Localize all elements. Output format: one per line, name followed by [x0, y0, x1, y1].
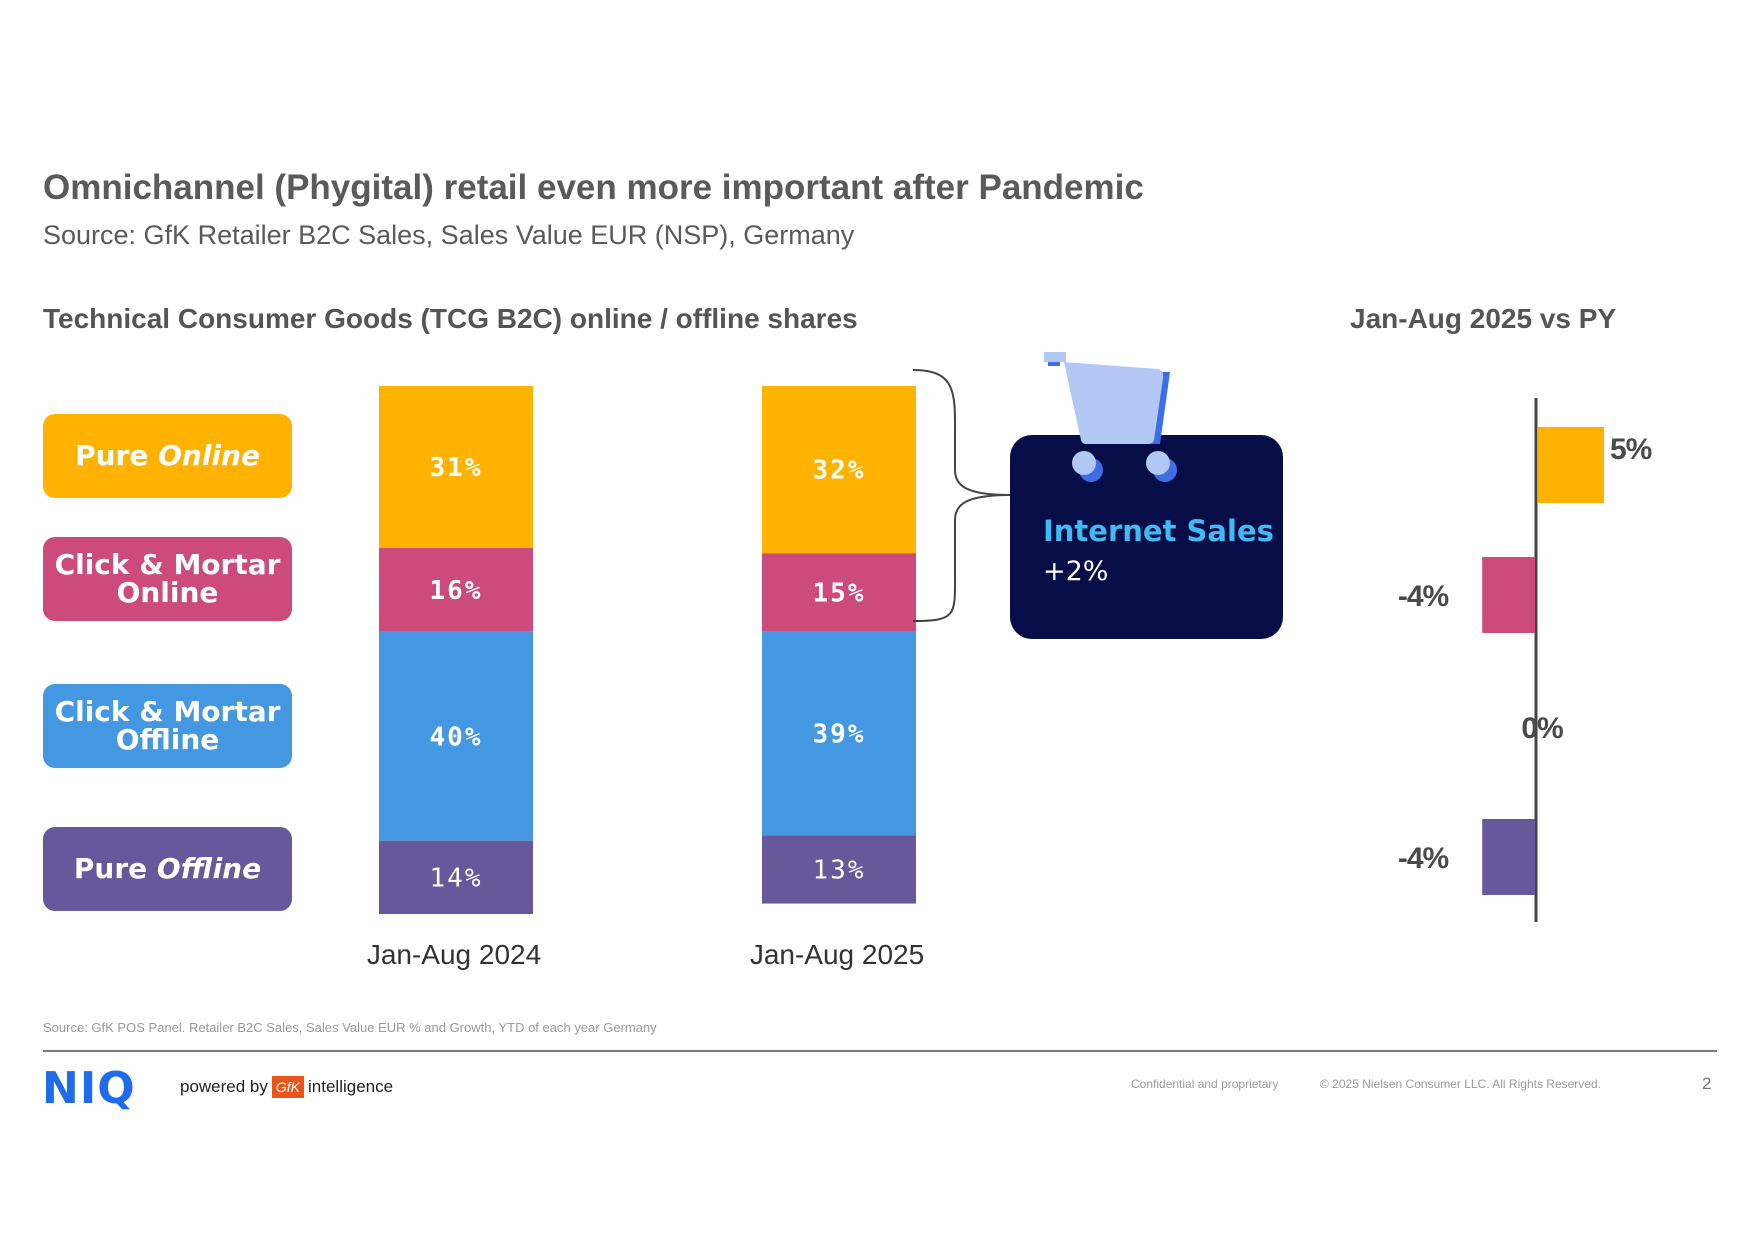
growth-chart-title: Jan-Aug 2025 vs PY: [1350, 303, 1617, 334]
bar-1-segment-4: [379, 840, 533, 914]
bar-1-label-2: 16%: [430, 576, 483, 606]
gfk-logo: GfK: [271, 1076, 305, 1098]
growth-label-1: 5%: [1610, 433, 1652, 466]
stacked-chart-title: Technical Consumer Goods (TCG B2C) onlin…: [43, 303, 858, 334]
online-bracket: [912, 369, 1011, 622]
growth-label-2: -4%: [1398, 580, 1449, 613]
legend-click-mortar-offline-line1: Click & Mortar: [54, 695, 281, 728]
growth-bar-4: [1482, 819, 1535, 895]
bar-1-label-4: 14%: [430, 863, 483, 893]
growth-bar-chart: 5% -4% 0% -4%: [1398, 398, 1653, 922]
legend-pure-offline-emphasis: Offline: [156, 852, 262, 885]
shopping-cart-icon: [1044, 352, 1177, 482]
growth-label-3: 0%: [1521, 712, 1563, 745]
internet-sales-value: +2%: [1043, 556, 1109, 587]
niq-logo: NIQ: [42, 1063, 136, 1114]
source-footnote: Source: GfK POS Panel. Retailer B2C Sale…: [43, 1020, 657, 1035]
legend-pure-offline: Pure Offline: [43, 827, 292, 911]
copyright-note: © 2025 Nielsen Consumer LLC. All Rights …: [1320, 1077, 1601, 1091]
page-subtitle: Source: GfK Retailer B2C Sales, Sales Va…: [43, 220, 855, 250]
bar-2-segment-3: [762, 631, 916, 836]
legend-click-mortar-online-line2: Online: [116, 576, 219, 609]
legend-pure-online-emphasis: Online: [158, 439, 260, 472]
bar-1-label-1: 31%: [430, 453, 483, 483]
charts-canvas: 31% 16% 40% 14% Jan-Aug 2024 32% 15% 39% 13% Jan-…: [367, 369, 1653, 970]
category-label-2: Jan-Aug 2025: [750, 939, 924, 970]
bar-2-segment-4: [762, 835, 916, 904]
growth-label-4: -4%: [1398, 842, 1449, 875]
bar-1-segment-2: [379, 548, 533, 632]
bar-2-label-2: 15%: [813, 578, 866, 608]
legend-pure-offline-text: Pure: [73, 852, 157, 885]
bar-2-label-4: 13%: [813, 856, 866, 886]
legend-click-mortar-online-line1: Click & Mortar: [54, 548, 281, 581]
bar-1-segment-3: [379, 631, 533, 841]
bar-1-segment-1: [379, 386, 533, 549]
legend-click-mortar-offline-line2: Offline: [115, 723, 220, 756]
confidential-note: Confidential and proprietary: [1131, 1077, 1279, 1091]
bar-2-label-3: 39%: [813, 720, 866, 750]
bar-2-label-1: 32%: [813, 456, 866, 486]
bar-1-label-3: 40%: [430, 722, 483, 752]
legend-pure-online: Pure Online: [43, 414, 292, 498]
growth-bar-1: [1538, 427, 1604, 503]
internet-sales-callout: [1010, 435, 1283, 639]
intelligence-text: intelligence: [308, 1077, 394, 1096]
powered-by-gfk: powered by GfK intelligence: [180, 1076, 393, 1098]
legend-click-mortar-offline: Click & Mortar Offline: [43, 684, 292, 768]
page-title: Omnichannel (Phygital) retail even more …: [43, 168, 1144, 207]
legend-pure-online-text: Pure: [75, 439, 159, 472]
footer-divider: [43, 1050, 1717, 1052]
growth-bar-2: [1482, 557, 1535, 633]
powered-by-text: powered by: [180, 1077, 268, 1096]
internet-sales-label: Internet Sales: [1043, 514, 1274, 548]
stacked-bar-chart: 31% 16% 40% 14% Jan-Aug 2024 32% 15% 39% 13% Jan-…: [367, 386, 924, 970]
bar-2-segment-1: [762, 386, 916, 554]
page-number: 2: [1702, 1074, 1712, 1093]
category-label-1: Jan-Aug 2024: [367, 939, 541, 970]
legend-click-mortar-online: Click & Mortar Online: [43, 537, 292, 621]
bar-2-segment-2: [762, 553, 916, 632]
